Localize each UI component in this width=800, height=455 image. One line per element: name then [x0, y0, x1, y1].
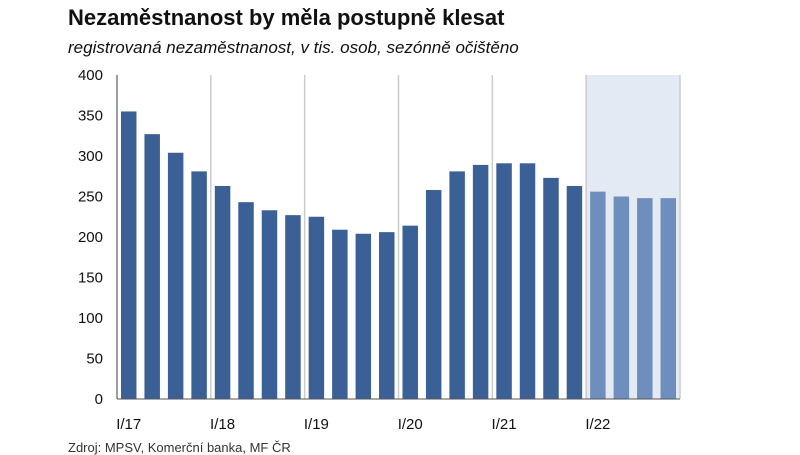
- x-tick-label: I/18: [210, 416, 235, 433]
- bar-IV-18: [285, 215, 301, 399]
- bar-II-17: [144, 134, 160, 399]
- y-tick-label: 400: [78, 67, 103, 84]
- x-tick-label: I/19: [304, 416, 329, 433]
- y-tick-label: 350: [78, 108, 103, 125]
- y-tick-label: 250: [78, 189, 103, 206]
- x-tick-label: I/21: [492, 416, 517, 433]
- bar-I-22: [590, 191, 606, 399]
- bar-I-19: [308, 216, 325, 399]
- bar-I-21: [496, 163, 512, 399]
- x-tick-label: I/22: [585, 416, 610, 433]
- bar-II-22: [613, 196, 630, 399]
- x-tick-label: I/17: [116, 416, 141, 433]
- bar-IV-21: [566, 185, 583, 399]
- chart-title: Nezaměstnanost by měla postupně klesat: [68, 5, 505, 30]
- bar-II-20: [425, 190, 442, 399]
- chart-subtitle: registrovaná nezaměstnanost, v tis. osob…: [68, 38, 519, 57]
- bar-II-18: [238, 202, 254, 399]
- bar-III-19: [355, 233, 372, 399]
- y-tick-label: 300: [78, 148, 103, 165]
- bar-I-20: [402, 225, 418, 399]
- y-tick-label: 100: [78, 310, 103, 327]
- bar-IV-19: [379, 232, 395, 399]
- bar-III-17: [167, 152, 184, 399]
- source-note: Zdroj: MPSV, Komerční banka, MF ČR: [68, 440, 291, 455]
- y-tick-label: 200: [78, 229, 103, 246]
- bar-II-21: [519, 163, 536, 399]
- bar-I-18: [214, 185, 231, 399]
- bar-I-17: [120, 111, 137, 399]
- bar-III-20: [449, 171, 465, 399]
- bar-IV-20: [472, 164, 489, 399]
- bar-III-22: [637, 198, 653, 399]
- bar-IV-17: [191, 171, 207, 399]
- bar-II-19: [332, 229, 348, 399]
- bar-IV-22: [660, 198, 677, 399]
- bar-III-21: [543, 177, 559, 399]
- y-tick-label: 0: [95, 391, 103, 408]
- x-tick-label: I/20: [398, 416, 423, 433]
- y-tick-label: 150: [78, 270, 103, 287]
- y-tick-label: 50: [86, 351, 103, 368]
- bar-III-18: [261, 210, 278, 399]
